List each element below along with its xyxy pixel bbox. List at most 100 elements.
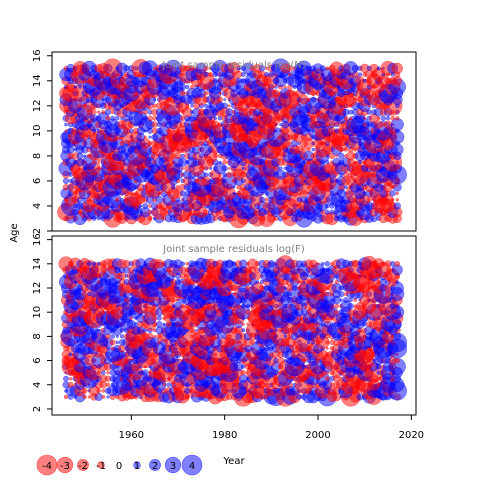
residual-bubble [174,152,182,160]
residual-bubble [362,122,367,127]
residual-bubble [246,322,250,327]
residual-bubble [97,110,101,114]
residual-bubble [393,202,401,210]
residual-bubble [258,65,266,72]
residual-bubble [174,278,182,286]
legend-label: -2 [78,461,88,472]
panel-2 [47,239,412,420]
residual-bubble [63,375,69,382]
residual-bubble [239,259,248,269]
legend-label: 0 [116,461,122,472]
residual-bubble [92,160,96,164]
y-tick-label: 8 [32,333,43,339]
residual-bubble [383,120,393,129]
residual-bubble [362,78,367,83]
residual-bubble [203,65,209,71]
residual-bubble [394,357,401,364]
residual-bubble [277,356,285,365]
y-tick-label: 10 [32,306,43,319]
residual-bubble [209,79,213,83]
residual-bubble [227,166,231,170]
residual-bubble [392,75,403,86]
residual-bubble [253,271,262,280]
residual-bubble [309,259,318,268]
residual-bubble [62,177,70,185]
residual-bubble [185,84,190,90]
residual-bubble [115,197,120,202]
residual-bubble [267,260,276,268]
residual-bubble [221,102,228,110]
residual-bubble [390,197,395,202]
residual-bubble [180,303,185,309]
residual-bubble [97,160,101,164]
residual-bubble [101,370,106,375]
residual-bubble [115,340,120,345]
residual-bubble [109,339,116,346]
legend-label: 4 [189,461,195,472]
residual-bubble [328,152,336,160]
residual-bubble [141,369,149,377]
y-tick-label: 12 [32,99,43,112]
residual-bubble [180,153,185,159]
residual-bubble [334,303,340,309]
residual-bubble [73,85,78,89]
residual-bubble [203,103,209,108]
residual-bubble [343,297,349,304]
residual-bubble [105,115,111,121]
residual-bubble [316,262,320,266]
residual-bubble [235,77,242,84]
panel-title-2: Joint sample residuals log(F) [162,244,305,255]
residual-bubble [241,328,246,333]
y-tick-label: 4 [32,382,43,388]
residual-bubble [129,383,133,387]
residual-bubble [101,394,106,399]
residual-bubble [319,65,326,72]
residual-bubble [218,160,222,164]
residual-bubble [142,115,148,121]
residual-bubble [334,309,339,315]
residual-bubble [325,292,330,297]
residual-bubble [325,340,330,345]
residual-bubble [184,387,191,394]
residual-bubble [97,371,101,375]
residual-bubble [128,266,135,273]
residual-bubble [101,388,106,393]
residual-bubble [394,260,401,267]
residual-bubble [385,116,391,121]
residual-bubble [395,198,399,202]
residual-bubble [272,89,280,98]
x-axis-label: Year [222,456,245,467]
y-tick-label: 16 [32,49,43,62]
residual-bubble [190,104,194,108]
residual-bubble [223,98,227,102]
residual-bubble [189,65,195,72]
x-tick-label: 1960 [119,430,144,441]
residual-bubble [241,322,245,326]
residual-bubble [222,159,228,165]
residual-bubble [91,261,97,266]
residual-bubble [320,267,326,273]
residual-bubble [129,316,133,320]
residual-bubble [311,160,315,164]
residual-bubble [106,370,110,375]
residual-bubble [217,116,223,121]
residual-bubble [320,261,325,266]
residual-bubble [385,267,391,272]
residual-bubble [241,166,245,171]
residual-bubble [143,135,147,139]
residual-bubble [227,104,231,108]
residual-bubble [179,190,186,197]
residual-bubble [198,153,204,159]
residual-bubble [380,115,387,122]
residual-bubble [324,209,330,215]
residual-bubble [110,115,116,121]
residual-bubble [162,268,166,272]
residual-bubble [156,315,162,321]
residual-bubble [306,185,311,190]
residual-bubble [139,204,143,208]
residual-bubble [128,128,134,134]
residual-bubble [68,376,73,381]
residual-bubble [226,171,233,178]
residual-bubble [395,160,400,164]
residual-bubble [390,115,396,121]
